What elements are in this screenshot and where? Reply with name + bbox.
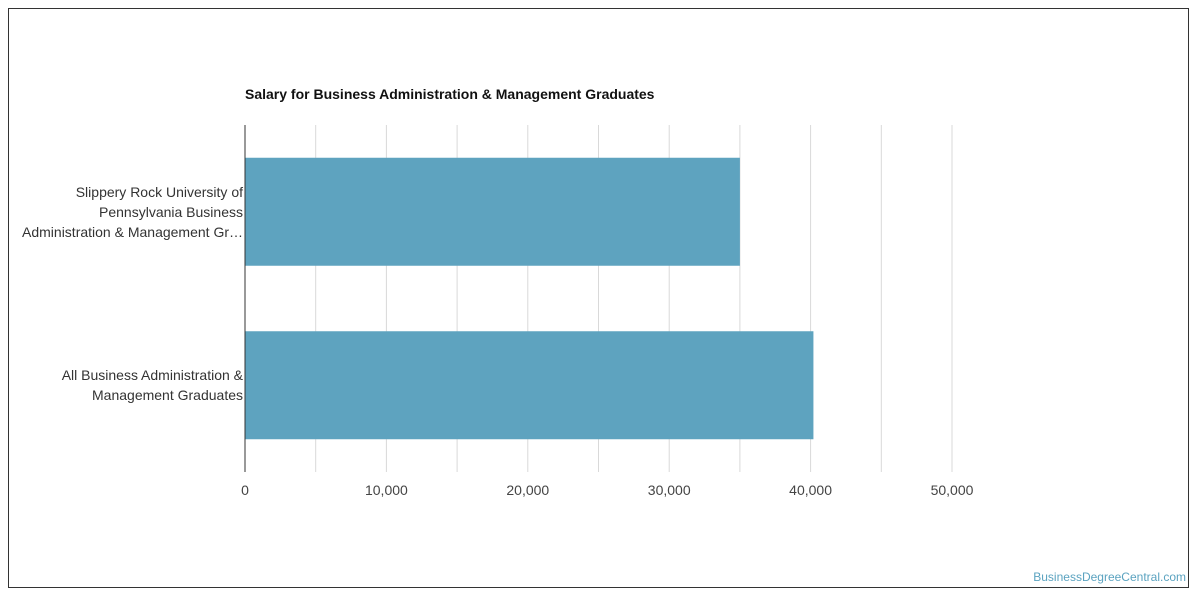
x-tick-label: 0 — [241, 482, 249, 498]
x-tick-label: 10,000 — [365, 482, 408, 498]
x-tick-label: 40,000 — [789, 482, 832, 498]
category-label: All Business Administration & Management … — [3, 365, 243, 405]
category-label-line: Pennsylvania Business — [99, 203, 243, 220]
chart-title: Salary for Business Administration & Man… — [245, 86, 655, 102]
source-credit[interactable]: BusinessDegreeCentral.com — [1033, 570, 1186, 584]
category-label-line: Slippery Rock University of — [75, 183, 243, 200]
x-tick-label: 50,000 — [931, 482, 974, 498]
category-label-line: Management Graduates — [92, 387, 243, 404]
category-label: Slippery Rock University of Pennsylvania … — [3, 182, 243, 242]
bars — [245, 157, 814, 440]
x-tick-labels: 0 10,000 20,000 30,000 40,000 50,000 — [241, 482, 974, 498]
x-tick-label: 30,000 — [648, 482, 691, 498]
x-tick-label: 20,000 — [506, 482, 549, 498]
category-label-line: Administration & Management Gr… — [22, 223, 243, 240]
bar[interactable] — [245, 157, 740, 266]
bar[interactable] — [245, 331, 814, 440]
category-label-line: All Business Administration & — [61, 367, 243, 384]
